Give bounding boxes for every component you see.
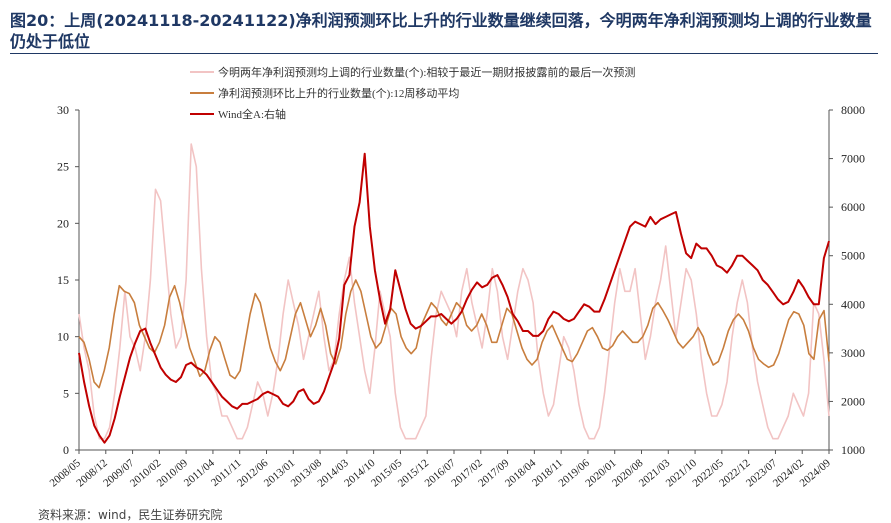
source-note: 资料来源：wind，民生证券研究院: [38, 508, 223, 522]
right-tick-label: 2000: [841, 394, 865, 408]
right-tick-label: 7000: [841, 152, 865, 166]
left-tick-label: 10: [57, 330, 69, 344]
left-tick-label: 15: [57, 273, 69, 287]
left-tick-label: 30: [57, 103, 69, 117]
legend: 今明两年净利润预测均上调的行业数量(个):相较于最近一期财报披露前的最后一次预测…: [190, 65, 635, 121]
x-tick-label: 2024/09: [798, 457, 834, 490]
left-tick-label: 0: [63, 443, 69, 457]
left-tick-label: 5: [63, 386, 69, 400]
legend-label-2: 净利润预测环比上升的行业数量(个):12周移动平均: [218, 86, 459, 100]
title-divider: [10, 53, 878, 54]
series-line-3: [78, 152, 830, 444]
series-line-2: [78, 279, 830, 389]
right-tick-label: 1000: [841, 443, 865, 457]
chart: 今明两年净利润预测均上调的行业数量(个):相较于最近一期财报披露前的最后一次预测…: [48, 65, 865, 490]
right-tick-label: 6000: [841, 200, 865, 214]
chart-title: 图20：上周(20241118-20241122)净利润预测环比上升的行业数量继…: [10, 11, 872, 51]
left-tick-label: 20: [57, 216, 69, 230]
legend-label-3: Wind全A:右轴: [218, 107, 286, 121]
right-tick-label: 4000: [841, 297, 865, 311]
right-tick-label: 3000: [841, 346, 865, 360]
series-lines: [78, 143, 830, 444]
right-tick-label: 5000: [841, 249, 865, 263]
series-line-1: [78, 143, 830, 440]
legend-label-1: 今明两年净利润预测均上调的行业数量(个):相较于最近一期财报披露前的最后一次预测: [218, 65, 635, 79]
left-tick-label: 25: [57, 160, 69, 174]
right-tick-label: 8000: [841, 103, 865, 117]
